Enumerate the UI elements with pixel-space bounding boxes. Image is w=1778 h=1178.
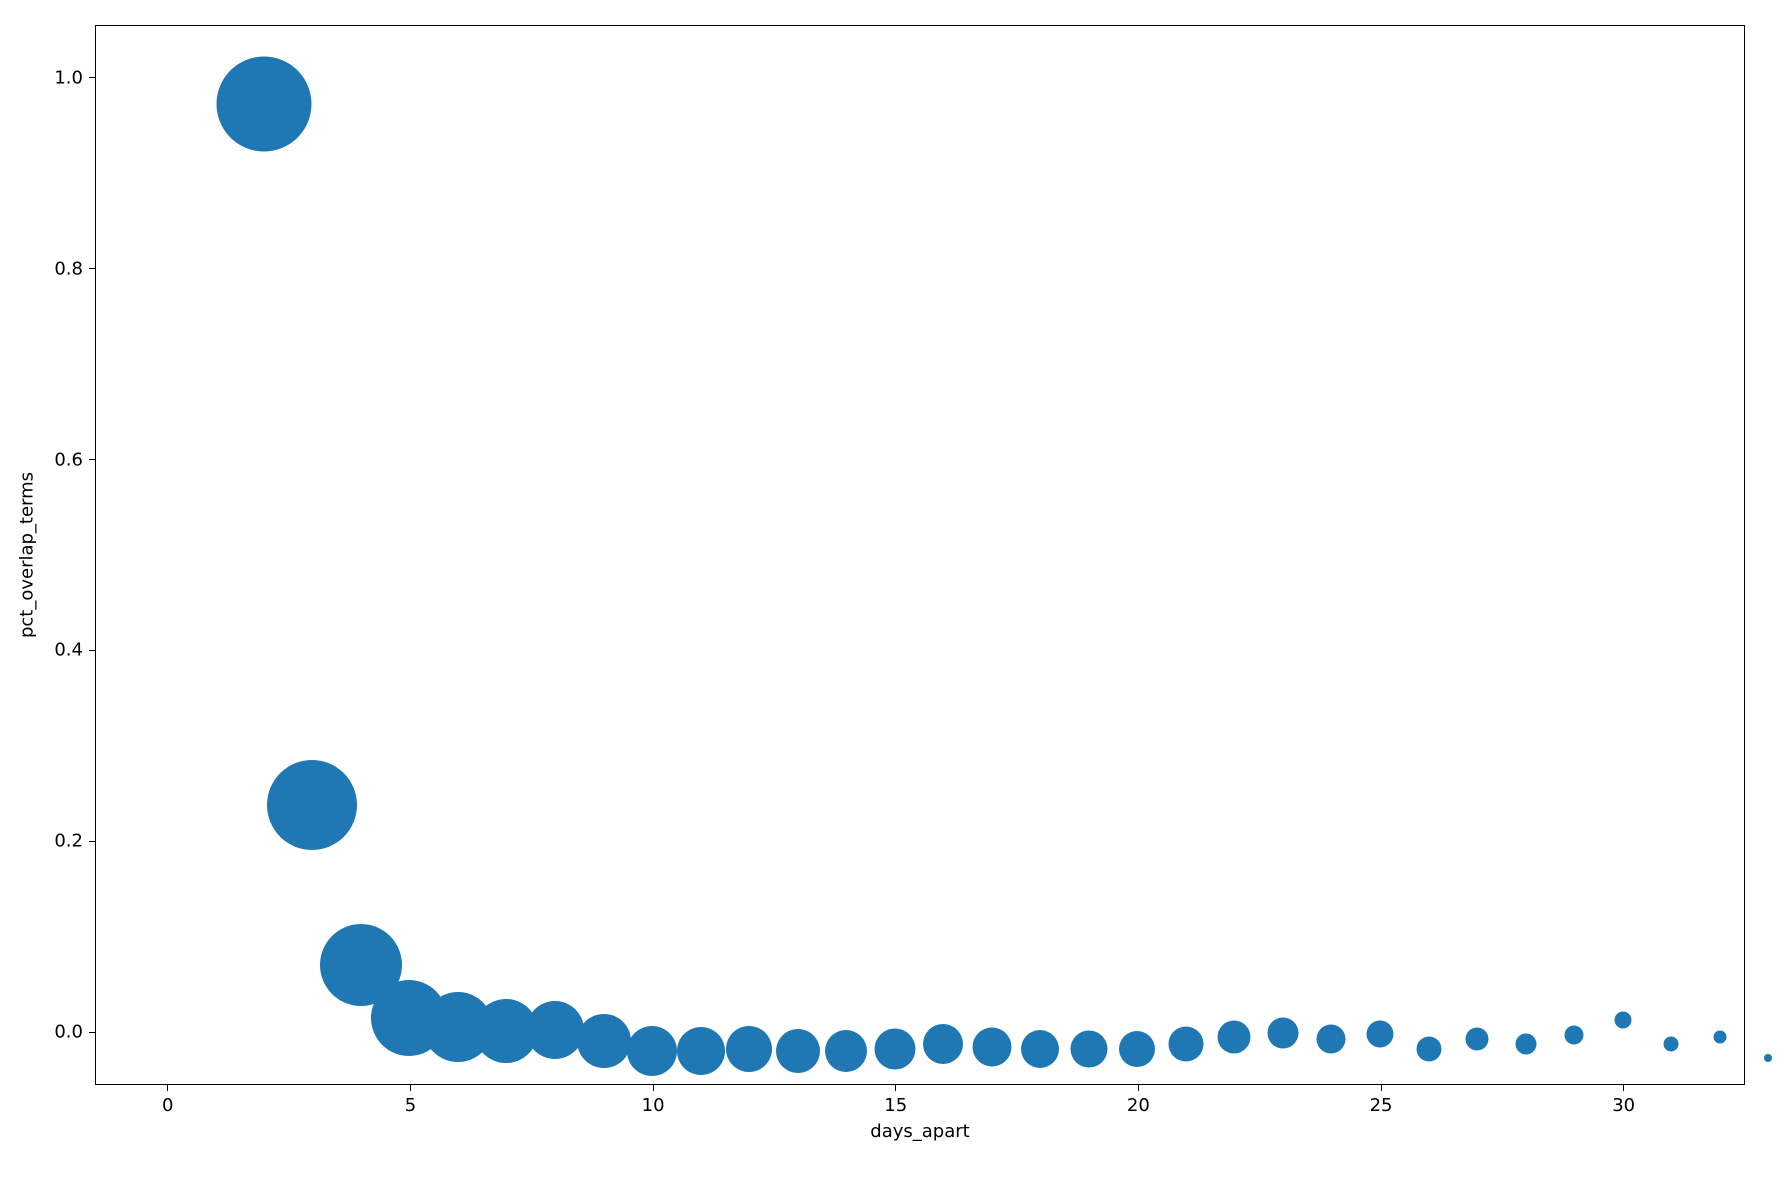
scatter-point [1565,1025,1584,1044]
x-tick-mark [1381,1085,1382,1091]
x-tick-mark [167,1085,168,1091]
y-axis-label: pct_overlap_terms [17,472,38,638]
x-tick-mark [410,1085,411,1091]
x-axis-label: days_apart [870,1121,969,1142]
y-tick-label: 0.6 [54,449,83,470]
scatter-point [627,1026,677,1076]
scatter-point [267,760,357,850]
scatter-point [216,56,311,151]
scatter-point [526,1001,584,1059]
scatter-point [1713,1031,1726,1044]
y-tick-label: 0.4 [54,640,83,661]
x-tick-label: 25 [1370,1095,1393,1116]
x-tick-label: 0 [162,1095,173,1116]
scatter-point [1416,1036,1441,1061]
x-tick-mark [1138,1085,1139,1091]
scatter-point [1466,1028,1489,1051]
x-tick-label: 15 [884,1095,907,1116]
scatter-point [1764,1054,1772,1062]
scatter-point [825,1030,867,1072]
scatter-point [726,1026,772,1072]
scatter-point [1267,1017,1298,1048]
x-tick-mark [1623,1085,1624,1091]
x-tick-mark [653,1085,654,1091]
scatter-point [677,1027,725,1075]
y-tick-mark [89,459,95,460]
scatter-point [1119,1031,1155,1067]
y-tick-mark [89,1032,95,1033]
x-tick-label: 30 [1612,1095,1635,1116]
y-tick-label: 0.8 [54,258,83,279]
scatter-point [776,1029,820,1073]
figure-container: 0 5 10 15 20 25 30 0.0 0.2 0.4 0.6 0.8 1.0 days_apar… [0,0,1778,1178]
x-tick-label: 20 [1127,1095,1150,1116]
scatter-point [1317,1025,1346,1054]
scatter-point [1515,1034,1536,1055]
x-tick-label: 10 [642,1095,665,1116]
scatter-point [577,1014,631,1068]
x-tick-mark [895,1085,896,1091]
y-tick-label: 0.0 [54,1022,83,1043]
scatter-point [1168,1027,1203,1062]
x-tick-label: 5 [405,1095,416,1116]
scatter-point [1021,1030,1059,1068]
scatter-point [1218,1021,1251,1054]
scatter-point [1366,1020,1393,1047]
y-tick-label: 0.2 [54,831,83,852]
scatter-point [923,1024,963,1064]
y-tick-label: 1.0 [54,67,83,88]
scatter-point [1070,1030,1107,1067]
plot-area [95,25,1745,1085]
scatter-point [874,1028,915,1069]
y-tick-mark [89,77,95,78]
y-tick-mark [89,268,95,269]
scatter-point [1614,1012,1631,1029]
scatter-point [972,1028,1011,1067]
y-tick-mark [89,841,95,842]
y-tick-mark [89,650,95,651]
scatter-point [1664,1037,1679,1052]
